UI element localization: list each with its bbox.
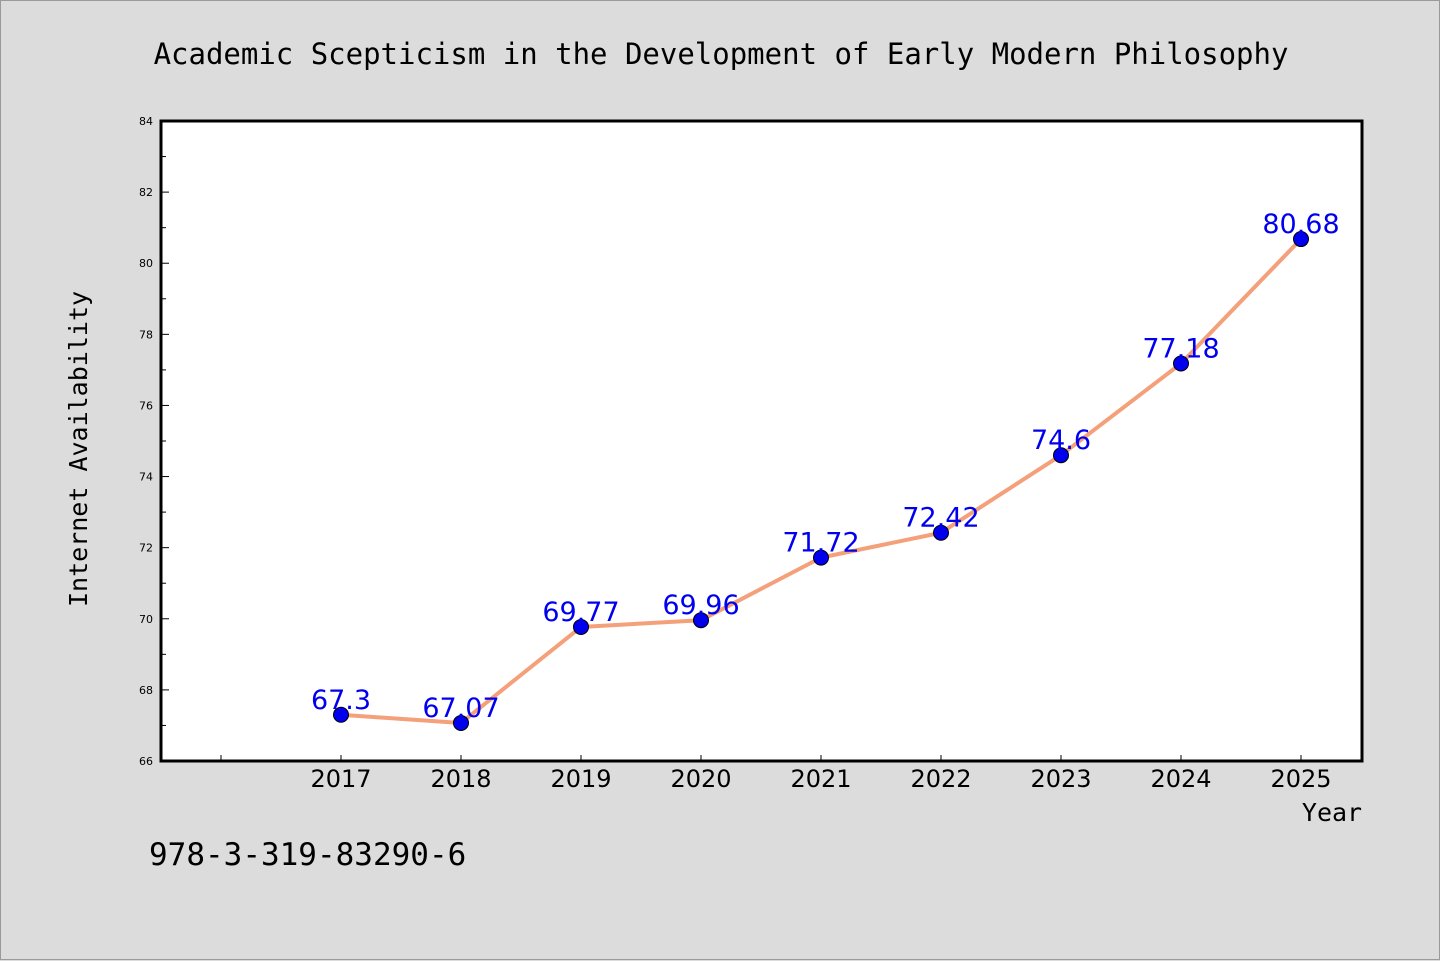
data-series: 67.3 67.07 69.77 69.96 71.72 72.42 74.6 77.18 80… <box>311 209 1340 731</box>
data-point <box>1293 231 1309 248</box>
data-label: 80.68 <box>1262 209 1339 240</box>
y-tick-label: 82 <box>139 186 153 199</box>
data-label: 72.42 <box>902 503 979 534</box>
data-point <box>573 618 589 635</box>
y-tick-label: 80 <box>139 257 153 270</box>
data-point <box>453 714 469 731</box>
x-tick-label: 2017 <box>310 765 371 793</box>
x-tick-label: 2025 <box>1270 765 1331 793</box>
data-point <box>1053 447 1069 464</box>
x-tick-label: 2021 <box>790 765 851 793</box>
data-label: 74.6 <box>1031 425 1091 456</box>
y-tick-label: 76 <box>139 399 153 412</box>
y-tick-label: 72 <box>139 542 153 555</box>
x-tick-label: 2020 <box>670 765 731 793</box>
y-tick-label: 68 <box>139 684 153 697</box>
data-label: 69.96 <box>662 590 739 621</box>
data-label: 69.77 <box>542 597 619 628</box>
y-tick-label: 78 <box>139 328 153 341</box>
x-tick-label: 2022 <box>910 765 971 793</box>
y-tick-label: 66 <box>139 755 153 768</box>
x-tick-label: 2018 <box>430 765 491 793</box>
data-label: 71.72 <box>782 528 859 559</box>
data-point <box>333 706 349 723</box>
y-tick-label: 84 <box>139 115 153 128</box>
data-point <box>693 612 709 629</box>
data-point <box>813 549 829 566</box>
x-tick-label: 2019 <box>550 765 611 793</box>
y-tick-label: 70 <box>139 613 153 626</box>
plot-area <box>159 119 1364 763</box>
y-tick-label: 74 <box>139 471 153 484</box>
chart-title: Academic Scepticism in the Development o… <box>154 37 1289 71</box>
x-tick-label: 2023 <box>1030 765 1091 793</box>
x-axis: 2017 2018 2019 2020 2021 2022 2023 2024 2025 <box>220 755 1332 793</box>
y-axis-label: Internet Availability <box>64 291 93 607</box>
x-axis-label: Year <box>1302 798 1362 827</box>
data-label: 67.3 <box>311 685 371 716</box>
data-label: 67.07 <box>422 693 499 724</box>
x-tick-label: 2024 <box>1150 765 1211 793</box>
y-axis: 66 68 70 72 74 76 78 80 82 84 <box>139 115 169 768</box>
data-label: 77.18 <box>1142 333 1219 364</box>
data-point <box>933 524 949 541</box>
data-point <box>1173 355 1189 372</box>
isbn-footnote: 978-3-319-83290-6 <box>149 837 466 873</box>
